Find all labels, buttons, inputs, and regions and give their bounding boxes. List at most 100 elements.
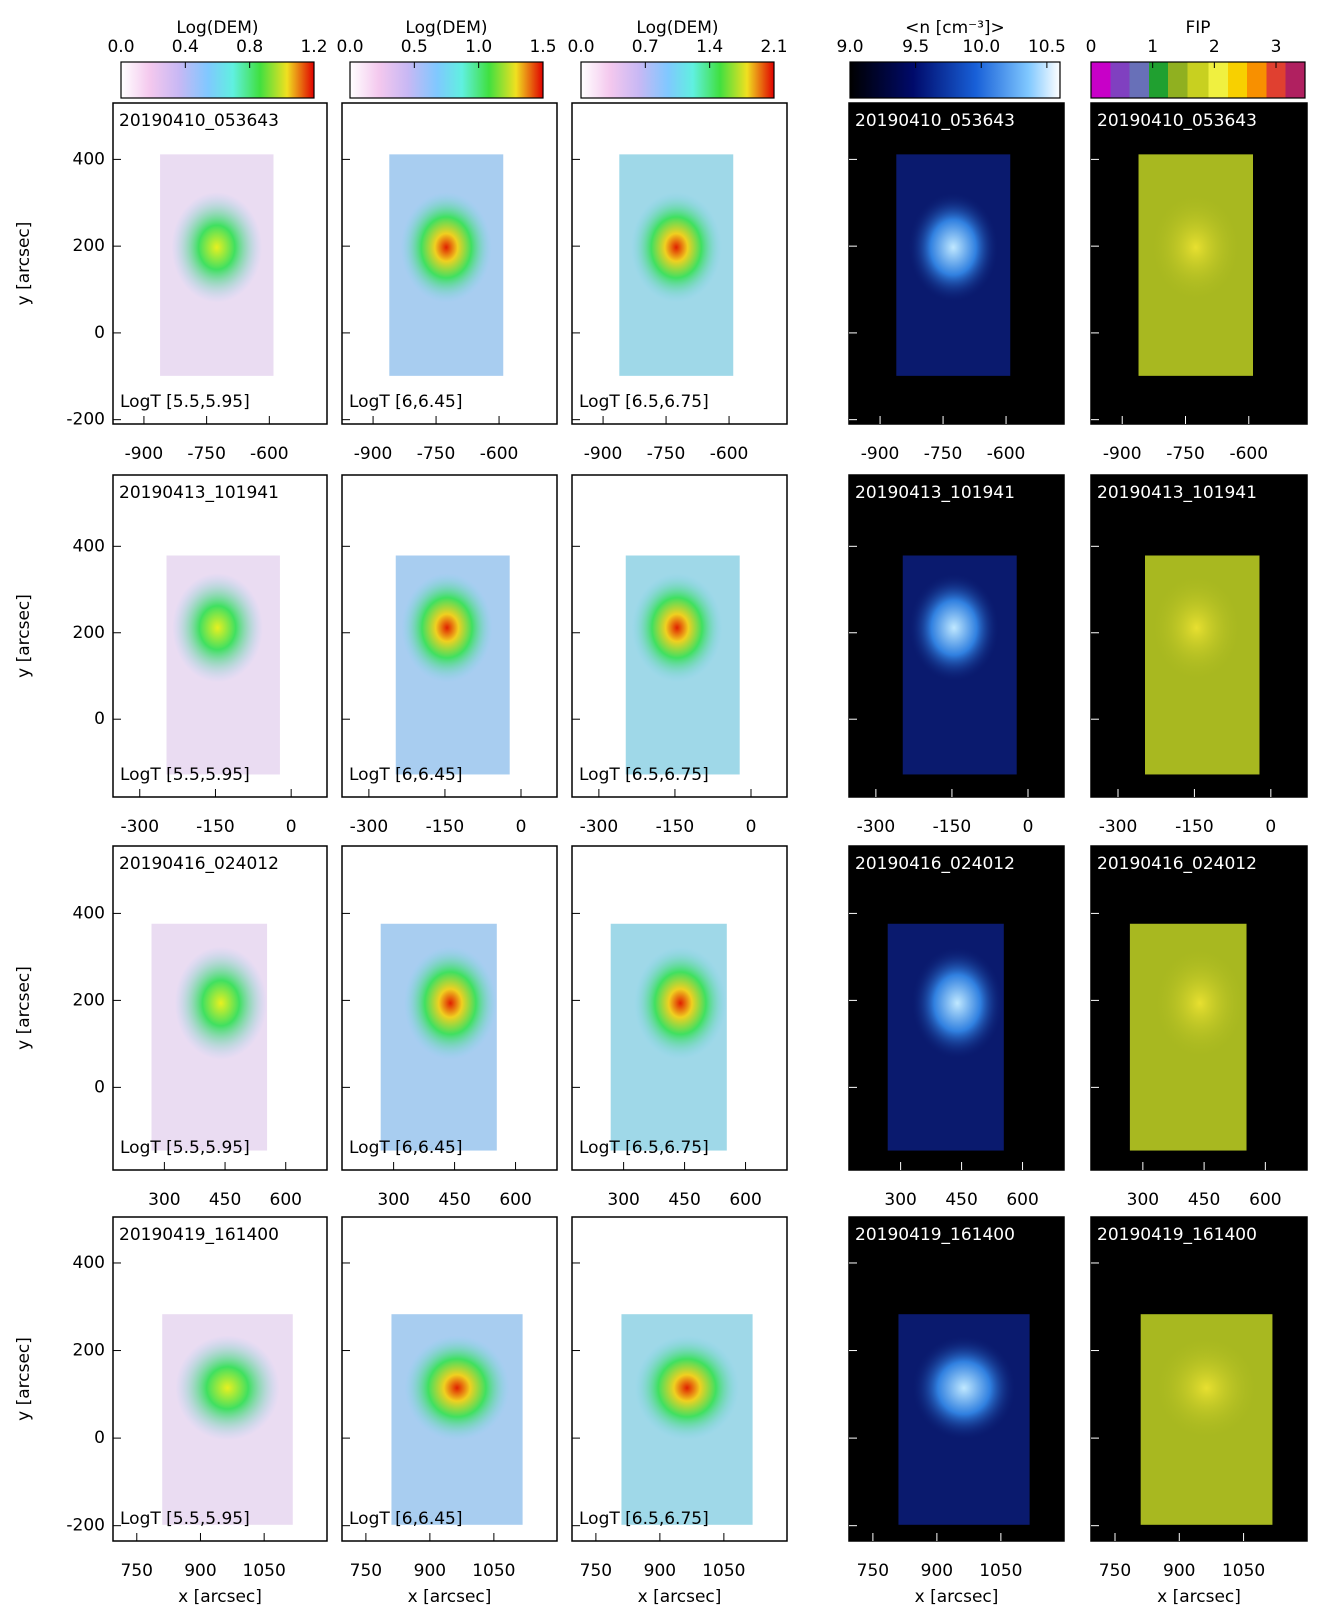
colorbar xyxy=(1090,61,1306,99)
x-tick-label: -600 xyxy=(250,444,289,464)
map-feature xyxy=(171,192,263,303)
temperature-label: LogT [6,6.45] xyxy=(349,1138,463,1158)
timestamp: 20190416_024012 xyxy=(119,854,279,874)
panel-frame xyxy=(341,1216,558,1542)
panel-frame xyxy=(1090,1216,1308,1542)
y-axis-label: y [arcsec] xyxy=(14,222,34,306)
y-tick-label: 200 xyxy=(73,236,105,256)
x-tick-label: 900 xyxy=(921,1561,953,1581)
colorbar-tick-label: 2.1 xyxy=(760,37,787,57)
timestamp: 20190419_161400 xyxy=(855,1225,1015,1245)
x-tick-label: 600 xyxy=(729,1190,761,1210)
temperature-label: LogT [6.5,6.75] xyxy=(579,765,709,785)
colorbar-tick-label: 1.5 xyxy=(529,37,556,57)
colorbar xyxy=(120,61,315,99)
panel-frame xyxy=(848,102,1065,425)
timestamp: 20190410_053643 xyxy=(119,111,279,131)
x-tick-label: 750 xyxy=(857,1561,889,1581)
x-tick-label: 600 xyxy=(499,1190,531,1210)
colorbar-title: Log(DEM) xyxy=(636,18,718,38)
x-tick-label: -150 xyxy=(426,817,465,837)
x-tick-label: -900 xyxy=(1103,444,1142,464)
map-feature xyxy=(634,1335,740,1441)
colorbar xyxy=(349,61,544,99)
timestamp: 20190410_053643 xyxy=(1097,111,1257,131)
x-tick-label: -900 xyxy=(354,444,393,464)
x-tick-label: -750 xyxy=(647,444,686,464)
panel-frame xyxy=(1090,474,1308,798)
y-tick-label: 400 xyxy=(73,536,105,556)
map-feature xyxy=(630,192,722,303)
panel-frame xyxy=(341,102,558,425)
colorbar-title: <n [cm⁻³]> xyxy=(905,18,1005,38)
panel-frame xyxy=(112,102,328,425)
x-tick-label: 300 xyxy=(607,1190,639,1210)
map-feature xyxy=(403,946,497,1060)
temperature-label: LogT [5.5,5.95] xyxy=(120,765,250,785)
temperature-label: LogT [5.5,5.95] xyxy=(120,1509,250,1529)
colorbar xyxy=(580,61,775,99)
y-tick-label: -200 xyxy=(66,1516,105,1536)
x-tick-label: 450 xyxy=(1188,1190,1220,1210)
panel-frame xyxy=(848,1216,1065,1542)
x-tick-label: 300 xyxy=(148,1190,180,1210)
colorbar-tick-label: 10.0 xyxy=(962,37,1000,57)
colorbar-tick-label: 1.2 xyxy=(300,37,327,57)
colorbar-tick-label: 9.0 xyxy=(836,37,863,57)
x-tick-label: 600 xyxy=(1249,1190,1281,1210)
x-tick-label: 1050 xyxy=(1222,1561,1265,1581)
colorbar-tick-label: 0.7 xyxy=(632,37,659,57)
map-feature xyxy=(1153,946,1247,1060)
y-tick-label: -200 xyxy=(66,410,105,430)
colorbar-title: Log(DEM) xyxy=(176,18,258,38)
x-tick-label: -600 xyxy=(987,444,1026,464)
map-feature xyxy=(404,1335,510,1441)
y-tick-label: 0 xyxy=(94,1428,105,1448)
x-tick-label: -150 xyxy=(933,817,972,837)
colorbar-tick-label: 0.0 xyxy=(336,37,363,57)
x-tick-label: 450 xyxy=(668,1190,700,1210)
x-tick-label: 0 xyxy=(1023,817,1034,837)
timestamp: 20190416_024012 xyxy=(855,854,1015,874)
x-tick-label: -300 xyxy=(120,817,159,837)
colorbar-tick-label: 0.0 xyxy=(567,37,594,57)
colorbar-tick-label: 1.4 xyxy=(696,37,723,57)
x-tick-label: -150 xyxy=(196,817,235,837)
map-feature xyxy=(633,946,727,1060)
panel-frame xyxy=(571,102,788,425)
x-tick-label: -600 xyxy=(480,444,519,464)
panel-frame xyxy=(112,1216,328,1542)
colorbar-title: FIP xyxy=(1185,18,1210,38)
panel-frame xyxy=(848,845,1065,1171)
y-tick-label: 200 xyxy=(73,623,105,643)
x-tick-label: 300 xyxy=(1127,1190,1159,1210)
y-tick-label: 400 xyxy=(73,1253,105,1273)
timestamp: 20190410_053643 xyxy=(855,111,1015,131)
map-feature xyxy=(175,1335,280,1441)
panel-frame xyxy=(848,474,1065,798)
x-tick-label: 300 xyxy=(884,1190,916,1210)
x-tick-label: -750 xyxy=(417,444,456,464)
map-feature xyxy=(1149,192,1242,303)
map-feature xyxy=(401,573,493,683)
colorbar-tick-label: 0.8 xyxy=(236,37,263,57)
x-tick-label: -150 xyxy=(656,817,695,837)
map-feature xyxy=(907,192,999,303)
map-feature xyxy=(1153,1335,1260,1441)
colorbar xyxy=(849,61,1061,99)
temperature-label: LogT [6,6.45] xyxy=(349,765,463,785)
x-tick-label: -900 xyxy=(861,444,900,464)
panel-frame xyxy=(571,474,788,798)
x-tick-label: -750 xyxy=(1166,444,1205,464)
panel-frame xyxy=(571,1216,788,1542)
timestamp: 20190419_161400 xyxy=(1097,1225,1257,1245)
x-tick-label: -900 xyxy=(125,444,164,464)
x-tick-label: 0 xyxy=(1265,817,1276,837)
panel-frame xyxy=(1090,845,1308,1171)
x-tick-label: -150 xyxy=(1175,817,1214,837)
temperature-label: LogT [6.5,6.75] xyxy=(579,1509,709,1529)
colorbar-tick-label: 0.0 xyxy=(107,37,134,57)
map-feature xyxy=(174,946,268,1060)
x-axis-label: x [arcsec] xyxy=(178,1587,262,1607)
